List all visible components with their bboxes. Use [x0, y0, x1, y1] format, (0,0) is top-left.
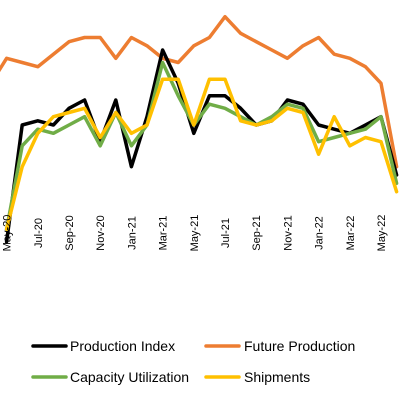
legend-label-production-index: Production Index	[70, 338, 175, 354]
legend-entry-shipments: Shipments	[204, 369, 310, 385]
plot-area	[0, 14, 399, 244]
x-tick-label: Sep-20	[64, 215, 76, 250]
x-tick-label: Jul-21	[220, 218, 232, 248]
x-tick-label: Nov-21	[282, 215, 294, 250]
legend: Production Index Future Production Capac…	[31, 338, 355, 385]
x-tick-label: May-20	[2, 215, 14, 252]
legend-label-capacity-utilization: Capacity Utilization	[70, 369, 189, 385]
legend-entry-capacity-utilization: Capacity Utilization	[31, 369, 189, 385]
legend-label-future-production: Future Production	[244, 338, 355, 354]
legend-entry-production-index: Production Index	[31, 338, 175, 354]
x-tick-label: Mar-22	[345, 216, 357, 251]
series-line-production-index	[4, 48, 399, 244]
x-tick-label: Jan-21	[126, 216, 138, 250]
x-tick-label: Sep-21	[251, 215, 263, 250]
x-tick-label: Jan-22	[314, 216, 326, 250]
x-tick-label: Mar-21	[158, 216, 170, 251]
series-line-shipments	[4, 77, 399, 231]
x-axis-tick-labels: May-20 Jul-20 Sep-20 Nov-20 Jan-21 Mar-21 May-…	[2, 215, 388, 252]
legend-label-shipments: Shipments	[244, 369, 310, 385]
x-tick-label: May-22	[376, 215, 388, 252]
x-tick-label: May-21	[189, 215, 201, 252]
series-line-future-production	[0, 14, 399, 169]
series-line-capacity-utilization	[4, 60, 399, 231]
legend-entry-future-production: Future Production	[204, 338, 355, 354]
x-tick-label: Jul-20	[33, 218, 45, 248]
x-tick-label: Nov-20	[95, 215, 107, 250]
